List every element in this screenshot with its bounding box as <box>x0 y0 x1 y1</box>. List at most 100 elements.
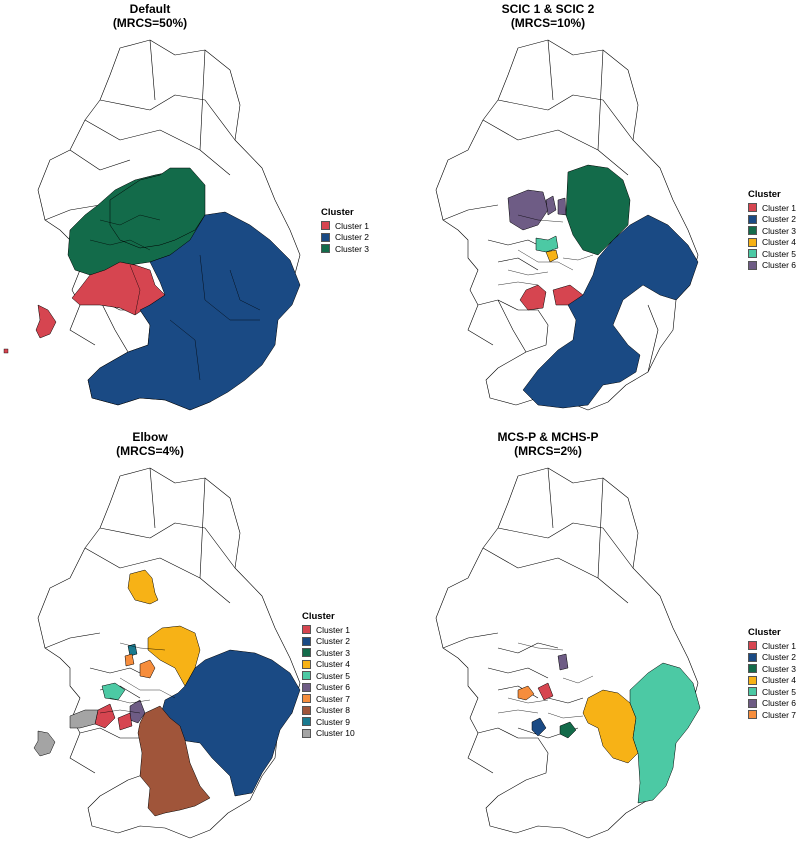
title-text: SCIC 1 & SCIC 2 <box>501 2 595 16</box>
subtitle-text: (MRCS=50%) <box>112 16 188 30</box>
cluster-map <box>3 39 301 411</box>
legend-swatch <box>302 682 311 692</box>
panel-scic: SCIC 1 & SCIC 2 (MRCS=10%) <box>398 0 796 428</box>
cluster-map <box>435 39 699 411</box>
legend-item: Cluster 3 <box>748 663 796 675</box>
region-cluster-1 <box>537 682 554 701</box>
legend-item: Cluster 6 <box>748 698 796 710</box>
legend-label: Cluster 6 <box>762 698 797 709</box>
panel-title: Default (MRCS=50%) <box>0 2 300 30</box>
legend-swatch <box>302 625 311 635</box>
legend-swatch <box>748 226 757 236</box>
title-text: Elbow <box>132 430 168 444</box>
legend-label: Cluster 3 <box>762 225 797 236</box>
region-cluster-8 <box>137 705 211 817</box>
subtitle-text: (MRCS=4%) <box>116 444 184 458</box>
region-cluster-3 <box>559 721 577 739</box>
panel-title: Elbow (MRCS=4%) <box>0 430 300 458</box>
legend-swatch <box>302 636 311 646</box>
cluster-map <box>435 467 701 839</box>
region-cluster-10 <box>69 709 99 729</box>
legend-label: Cluster 3 <box>335 243 370 254</box>
legend-swatch <box>748 675 757 685</box>
legend-item: Cluster 2 <box>748 652 796 664</box>
panel-elbow: Elbow (MRCS=4%) <box>0 428 398 856</box>
legend-label: Cluster 2 <box>316 636 351 647</box>
panel-default: Default (MRCS=50%) <box>0 0 398 428</box>
legend-label: Cluster 9 <box>316 716 351 727</box>
legend-item: Cluster 7 <box>748 709 796 721</box>
legend-item: Cluster 2 <box>748 214 796 226</box>
legend-swatch <box>748 664 757 674</box>
legend-label: Cluster 1 <box>316 624 351 635</box>
legend-label: Cluster 4 <box>762 237 797 248</box>
legend-title: Cluster <box>302 611 335 622</box>
legend-label: Cluster 5 <box>316 670 351 681</box>
legend-swatch <box>748 214 757 224</box>
region-cluster-6 <box>557 197 567 216</box>
legend-swatch <box>321 244 330 254</box>
region-cluster-7 <box>124 653 135 667</box>
legend-item: Cluster 1 <box>321 220 369 232</box>
legend-swatch <box>302 659 311 669</box>
legend-item: Cluster 5 <box>748 248 796 260</box>
region-cluster-2 <box>87 211 301 411</box>
legend-swatch <box>748 652 757 662</box>
legend-item: Cluster 3 <box>302 647 355 659</box>
legend: Cluster Cluster 1 Cluster 2 Cluster 3 <box>321 207 369 255</box>
legend-item: Cluster 4 <box>748 237 796 249</box>
legend-swatch <box>748 260 757 270</box>
legend-label: Cluster 2 <box>762 214 797 225</box>
region-cluster-1 <box>35 304 57 339</box>
legend-label: Cluster 5 <box>762 686 797 697</box>
legend-item: Cluster 6 <box>302 682 355 694</box>
legend-item: Cluster 4 <box>748 675 796 687</box>
legend-swatch <box>302 694 311 704</box>
legend-label: Cluster 7 <box>762 709 797 720</box>
legend-label: Cluster 1 <box>335 220 370 231</box>
title-text: MCS-P & MCHS-P <box>497 430 599 444</box>
legend: Cluster Cluster 1 Cluster 2 Cluster 3 Cl… <box>748 627 796 721</box>
region-cluster-10 <box>33 730 56 757</box>
legend-item: Cluster 9 <box>302 716 355 728</box>
legend-swatch <box>302 705 311 715</box>
region-cluster-2 <box>522 214 699 409</box>
legend-swatch <box>748 687 757 697</box>
legend-item: Cluster 1 <box>748 640 796 652</box>
legend-swatch <box>748 237 757 247</box>
legend-swatch <box>748 641 757 651</box>
legend-swatch <box>748 203 757 213</box>
legend-label: Cluster 8 <box>316 705 351 716</box>
legend-item: Cluster 1 <box>302 624 355 636</box>
region-cluster-4 <box>545 249 559 263</box>
cluster-map <box>33 467 301 839</box>
legend-swatch <box>748 698 757 708</box>
region-cluster-5 <box>535 235 559 253</box>
panel-title: MCS-P & MCHS-P (MRCS=2%) <box>398 430 698 458</box>
legend-swatch <box>321 221 330 231</box>
legend-item: Cluster 5 <box>748 686 796 698</box>
legend-title: Cluster <box>321 207 354 218</box>
region-cluster-3 <box>565 164 631 256</box>
region-cluster-2 <box>531 717 547 737</box>
map-outline <box>435 39 699 411</box>
region-cluster-7 <box>517 685 535 701</box>
legend-label: Cluster 3 <box>316 647 351 658</box>
legend-swatch <box>302 648 311 658</box>
legend-title: Cluster <box>748 189 781 200</box>
legend-swatch <box>302 728 311 738</box>
legend-swatch <box>302 671 311 681</box>
legend-label: Cluster 4 <box>762 675 797 686</box>
legend-item: Cluster 3 <box>321 243 369 255</box>
region-cluster-4 <box>582 689 639 764</box>
legend-item: Cluster 7 <box>302 693 355 705</box>
legend-label: Cluster 1 <box>762 640 797 651</box>
legend-swatch <box>302 717 311 727</box>
legend-label: Cluster 5 <box>762 248 797 259</box>
legend: Cluster Cluster 1 Cluster 2 Cluster 3 Cl… <box>302 611 355 739</box>
region-cluster-6 <box>557 653 569 671</box>
legend-item: Cluster 2 <box>302 636 355 648</box>
legend-swatch <box>321 232 330 242</box>
region-cluster-5 <box>629 662 701 804</box>
subtitle-text: (MRCS=10%) <box>510 16 586 30</box>
